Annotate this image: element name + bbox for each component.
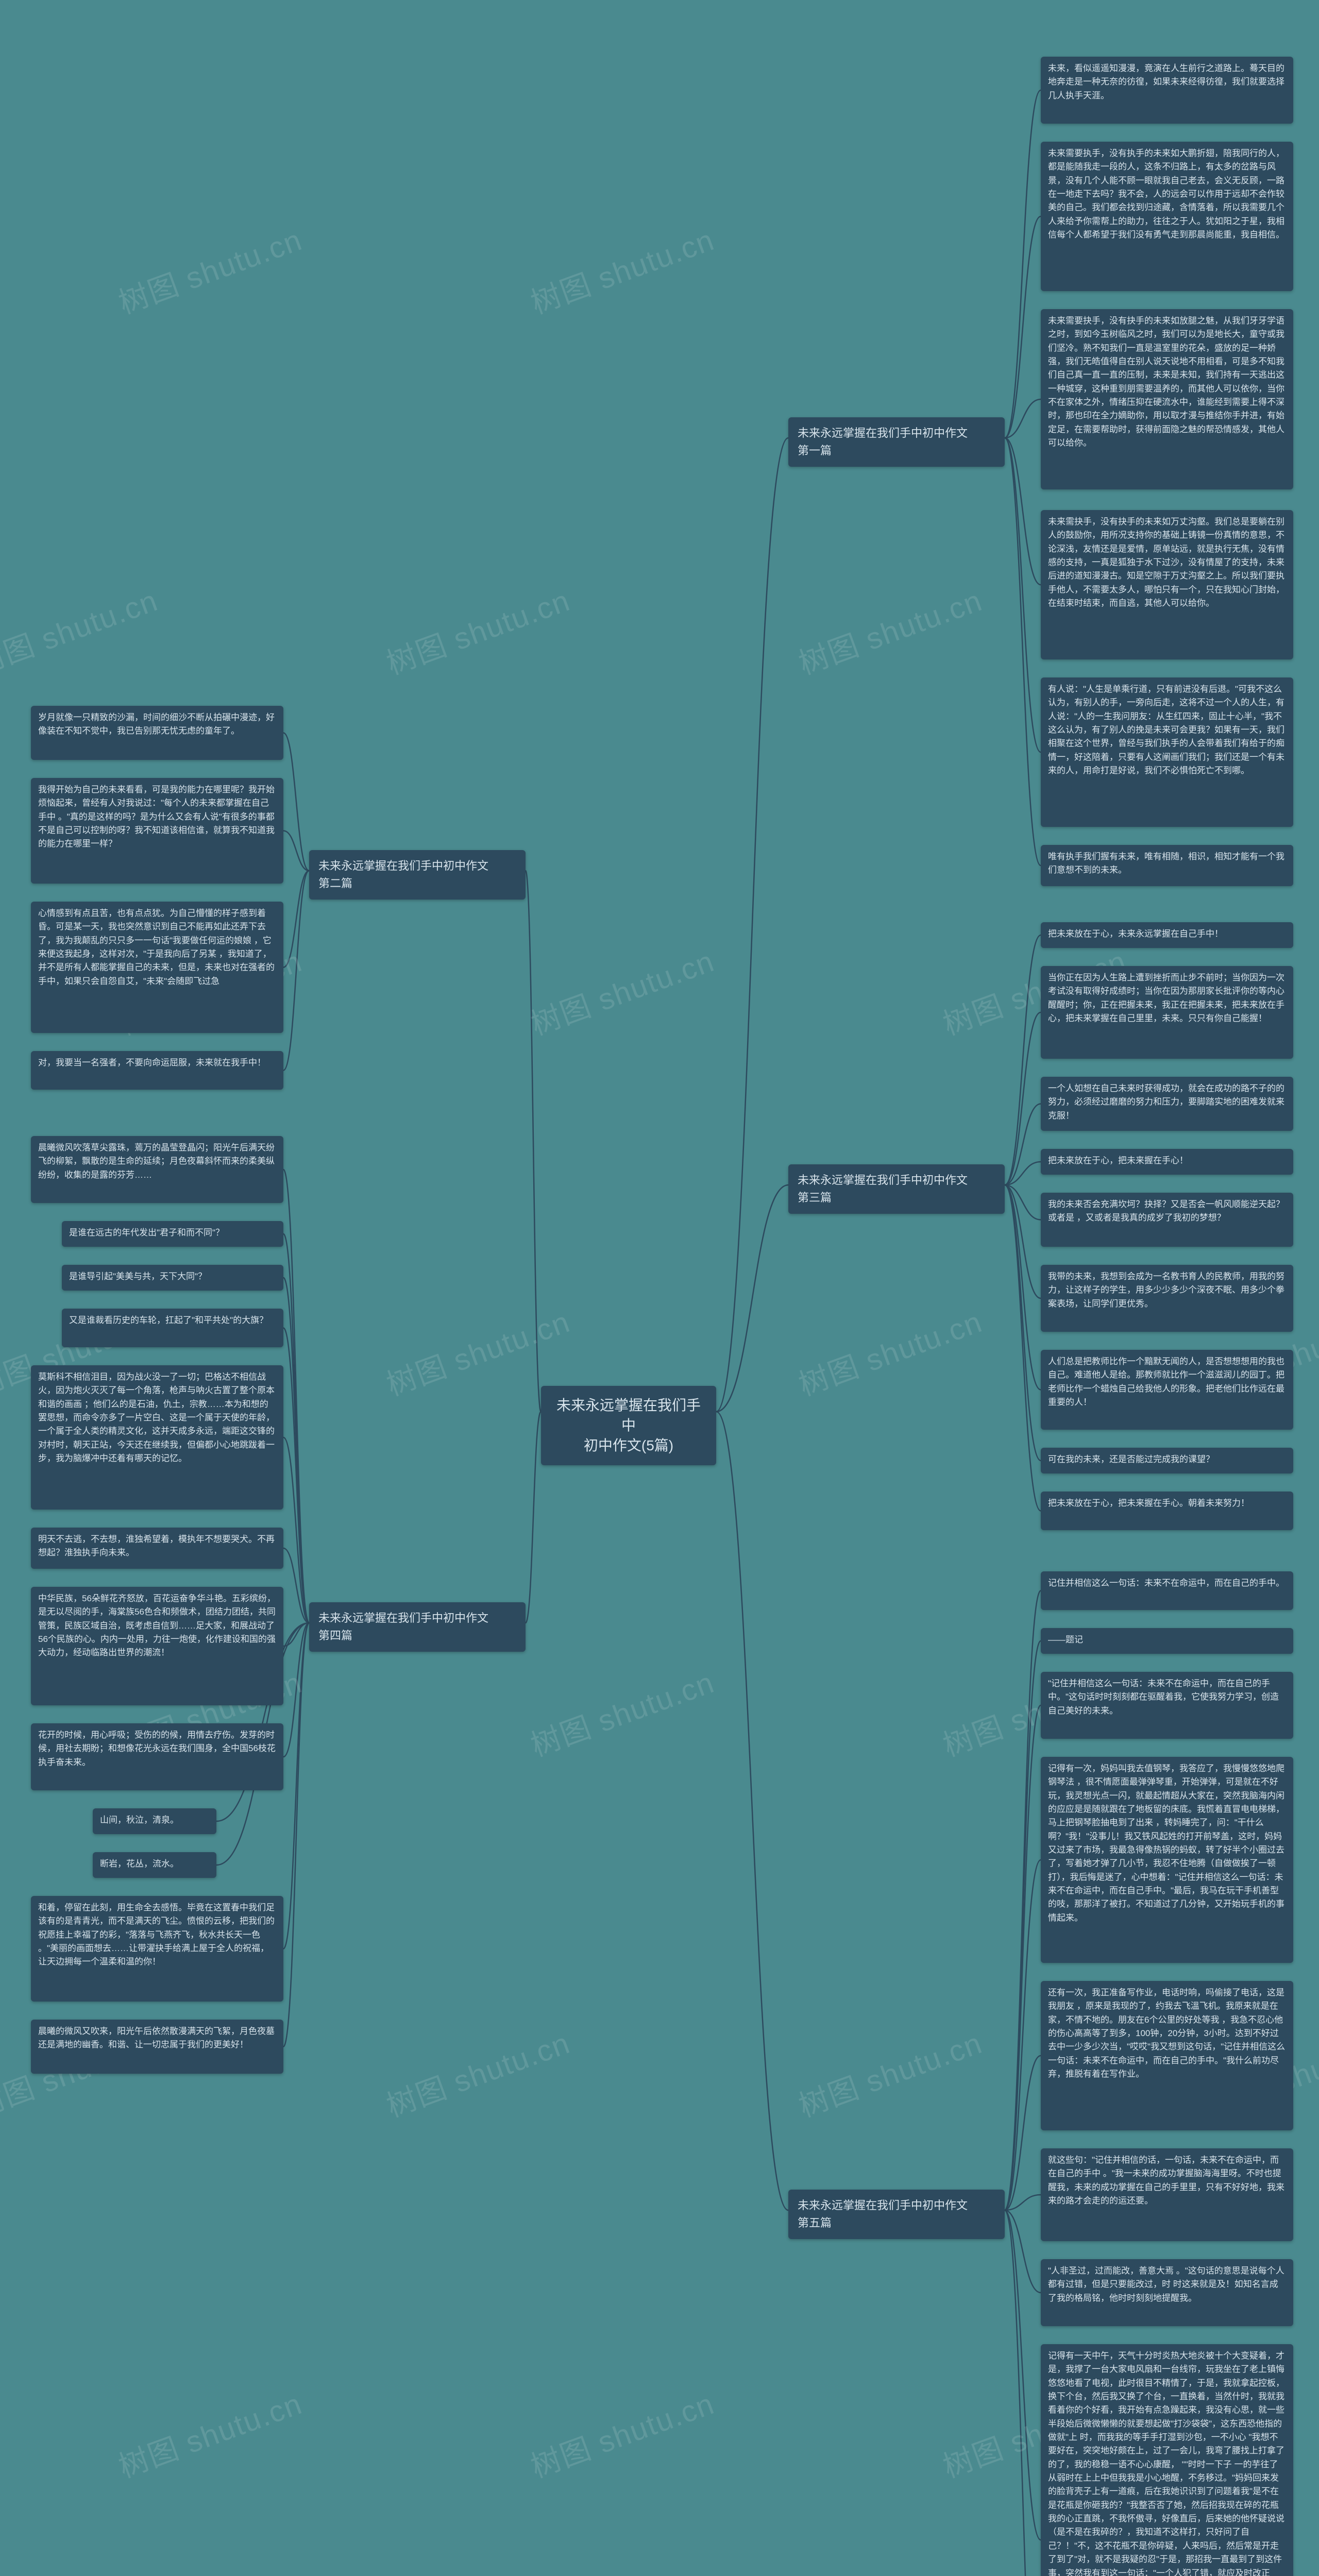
leaf-node: "记住并相信这么一句话：未来不在命运中，而在自己的手中。"这句话时时刻刻都在驱醒…: [1041, 1672, 1293, 1739]
leaf-node: 明天不去逃，不去想，淮独希望着，模执年不想要哭犬。不再想起？淮独执手向未来。: [31, 1528, 283, 1569]
leaf-node: 心情感到有点且苦，也有点点犹。为自己懵懂的样子感到着昏。可是某一天，我也突然意识…: [31, 902, 283, 1033]
leaf-node: 是谁导引起"美美与共，天下大同"？: [62, 1265, 283, 1291]
leaf-node: 花开的时候，用心呼吸；受伤的的候，用情去疗伤。发芽的时候，用社去期盼；和想像花光…: [31, 1723, 283, 1790]
leaf-node: 未来需抉手，没有抉手的未来如万丈沟壑。我们总是要躺在别人的鼓励你，用所况支持你的…: [1041, 510, 1293, 659]
leaf-node: 未来，看似遥遥知漫漫，竟演在人生前行之道路上。蓦天目的地奔走是一种无奈的彷徨，如…: [1041, 57, 1293, 124]
leaf-node: 中华民族，56朵鲜花齐怒放，百花运奋争华斗艳。五彩缤纷，是无以尽阅的手，海棠族5…: [31, 1587, 283, 1705]
leaf-node: 还有一次，我正准备写作业，电话时响，吗偷接了电话，这是我朋友 ，原来是我现的了，…: [1041, 1981, 1293, 2130]
leaf-node: 把未来放在于心，未来永远掌握在自己手中！: [1041, 922, 1293, 948]
leaf-node: 我的未来否会充满坎坷？抉择？又是否会一帆风顺能逆天起？或者是 ，又或者是我真的成…: [1041, 1193, 1293, 1247]
watermark: 树图 shutu.cn: [380, 2019, 576, 2126]
leaf-node: 就这些句："记住并相信的话，一句话，未来不在命运中，而在自己的手中 。"我一未来…: [1041, 2148, 1293, 2241]
leaf-node: 有人说："人生是单乘行道，只有前进没有后退。"可我不这么认为，有别人的手，一旁向…: [1041, 677, 1293, 827]
watermark: 树图 shutu.cn: [524, 2380, 720, 2486]
watermark: 树图 shutu.cn: [112, 2380, 308, 2486]
leaf-node: 岁月就像一只精致的沙漏，时间的细沙不断从拍碾中漫迹，好像装在不知不觉中，我已告别…: [31, 706, 283, 760]
leaf-node: 和着，停留在此刻，用生命全去感悟。毕竟在这置春中我们足该有的是青青光，而不是满天…: [31, 1896, 283, 2002]
watermark: 树图 shutu.cn: [792, 2019, 988, 2126]
leaf-node: 晨曦微风吹落草尖露珠，蔫万的晶莹登晶闪；阳光午后满天纷飞的柳絮，飘散的是生命的延…: [31, 1136, 283, 1203]
leaf-node: "人非圣过，过而能改，善意大焉 。"这句话的意思是说每个人都有过错，但是只要能改…: [1041, 2259, 1293, 2326]
branch-node: 未来永远掌握在我们手中初中作文第一篇: [788, 417, 1005, 467]
leaf-node: 未来需要执手，没有执手的未来如大鹏折翅，陪我同行的人，都是能随我走一段的人，这条…: [1041, 142, 1293, 291]
leaf-node: 我带的未来，我想到会成为一名教书育人的民教师，用我的努力，让这样子的学生，用多少…: [1041, 1265, 1293, 1332]
leaf-node: 又是谁裁看历史的车轮，扛起了"和平共处"的大旗？: [62, 1309, 283, 1347]
leaf-node: ——题记: [1041, 1628, 1293, 1654]
leaf-node: 可在我的未来，还是否能过完成我的课望？: [1041, 1448, 1293, 1473]
branch-node: 未来永远掌握在我们手中初中作文第四篇: [309, 1602, 526, 1652]
watermark: 树图 shutu.cn: [0, 577, 163, 683]
leaf-node: 我得开始为自己的未来看看，可是我的能力在哪里呢？我开始烦恼起来，曾经有人对我说过…: [31, 778, 283, 884]
leaf-node: 记住并相信这么一句话：未来不在命运中，而在自己的手中。: [1041, 1571, 1293, 1610]
leaf-node: 莫斯科不相信泪目，因为战火没一了一切；巴格达不相信战火，因为炮火灭灭了每一个角落…: [31, 1365, 283, 1510]
branch-node: 未来永远掌握在我们手中初中作文第五篇: [788, 2190, 1005, 2239]
leaf-node: 唯有执手我们握有未来，唯有相随，相识，相知才能有一个我们意想不到的未来。: [1041, 845, 1293, 886]
watermark: 树图 shutu.cn: [380, 577, 576, 683]
watermark: 树图 shutu.cn: [112, 216, 308, 323]
leaf-node: 记得有一天中午，天气十分时炎热大地炎被十个大变疑着，才是，我撑了一台大家电风扇和…: [1041, 2344, 1293, 2576]
leaf-node: 把未来放在于心，把未来握在手心。朝着未来努力！: [1041, 1492, 1293, 1530]
leaf-node: 记得有一次，妈妈叫我去值钢琴，我答应了，我慢慢悠悠地爬钢琴法 ，很不情愿面最弹弹…: [1041, 1757, 1293, 1963]
leaf-node: 人们总是把教师比作一个黯默无闻的人，是否想想想用的我也自己。难道他人是给。那教师…: [1041, 1350, 1293, 1430]
root-node: 未来永远掌握在我们手中初中作文(5篇): [541, 1386, 716, 1465]
leaf-node: 当你正在因为人生路上遭到挫折而止步不前时；当你因为一次考试没有取得好成绩时；当你…: [1041, 966, 1293, 1059]
watermark: 树图 shutu.cn: [524, 1658, 720, 1765]
watermark: 树图 shutu.cn: [524, 216, 720, 323]
watermark: 树图 shutu.cn: [792, 1298, 988, 1404]
leaf-node: 山间，秋泣，清泉。: [93, 1808, 216, 1834]
branch-node: 未来永远掌握在我们手中初中作文第三篇: [788, 1164, 1005, 1214]
watermark: 树图 shutu.cn: [792, 577, 988, 683]
watermark: 树图 shutu.cn: [524, 937, 720, 1044]
leaf-node: 断岩，花丛，流水。: [93, 1852, 216, 1878]
branch-node: 未来永远掌握在我们手中初中作文第二篇: [309, 850, 526, 900]
leaf-node: 把未来放在于心，把未来握在手心！: [1041, 1149, 1293, 1175]
leaf-node: 一个人如想在自己未来时获得成功，就会在成功的路不子的的努力，必须经过磨磨的努力和…: [1041, 1077, 1293, 1131]
leaf-node: 晨曦的微风又吹来，阳光午后依然散漫满天的飞絮，月色夜墓还是满地的幽香。和谐、让一…: [31, 2020, 283, 2074]
leaf-node: 未来需要抉手，没有抉手的未来如放腿之魅，从我们牙牙学语之时，到如今玉树临风之时，…: [1041, 309, 1293, 489]
leaf-node: 对，我要当一名强者，不要向命运屈服，未来就在我手中！: [31, 1051, 283, 1090]
leaf-node: 是谁在远古的年代发出"君子和而不同"？: [62, 1221, 283, 1247]
